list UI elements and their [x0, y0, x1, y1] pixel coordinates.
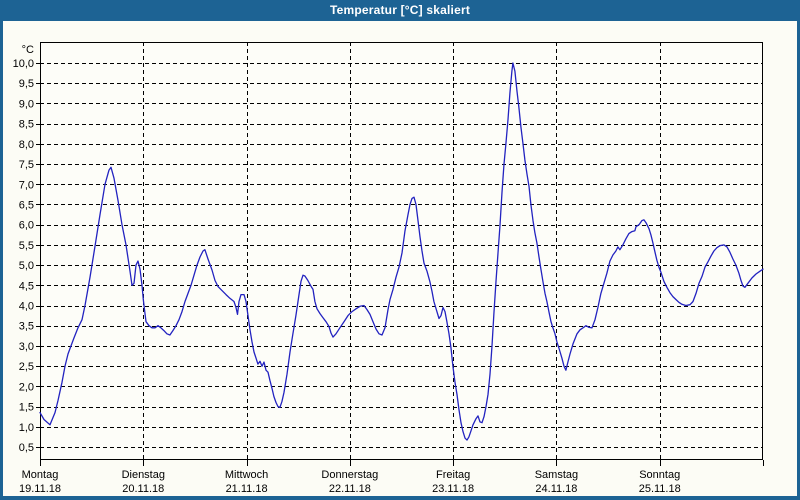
y-tick-label: 2,0 [19, 381, 34, 393]
chart-title: Temperatur [°C] skaliert [329, 3, 471, 17]
y-tick-label: 1,5 [19, 402, 34, 414]
y-tick-label: 6,0 [19, 220, 34, 232]
y-tick-label: 2,5 [19, 361, 34, 373]
y-tick-label: 0,5 [19, 442, 34, 454]
y-tick-label: 7,0 [19, 179, 34, 191]
y-tick-label: 7,5 [19, 159, 34, 171]
x-date-label: 24.11.18 [535, 483, 577, 495]
x-date-label: 19.11.18 [19, 483, 61, 495]
plot-area [40, 42, 763, 460]
y-tick-label: 5,0 [19, 260, 34, 272]
temperature-line [39, 62, 764, 441]
x-day-label: Mittwoch [225, 469, 268, 481]
y-tick-label: 4,0 [19, 301, 34, 313]
y-tick-label: 3,0 [19, 341, 34, 353]
y-tick-label: 1,0 [19, 422, 34, 434]
y-tick-label: 6,5 [19, 199, 34, 211]
x-day-label: Samstag [535, 469, 578, 481]
y-tick-label: 8,5 [19, 119, 34, 131]
y-tick-label: 3,5 [19, 321, 34, 333]
x-day-label: Montag [22, 469, 59, 481]
x-date-label: 23.11.18 [432, 483, 474, 495]
x-day-label: Freitag [436, 469, 470, 481]
x-day-label: Sonntag [639, 469, 680, 481]
y-tick-label: 9,5 [19, 78, 34, 90]
y-tick-label: 4,5 [19, 280, 34, 292]
y-tick-label: 10,0 [13, 58, 34, 70]
plot-frame [40, 42, 763, 460]
title-bar: Temperatur [°C] skaliert [0, 0, 800, 21]
x-date-label: 22.11.18 [329, 483, 371, 495]
y-tick-label: 9,0 [19, 98, 34, 110]
y-tick-label: 8,0 [19, 139, 34, 151]
y-axis-unit-label: °C [22, 44, 34, 56]
y-tick-label: 5,5 [19, 240, 34, 252]
x-day-label: Donnerstag [321, 469, 378, 481]
x-date-label: 20.11.18 [122, 483, 164, 495]
x-day-label: Dienstag [122, 469, 165, 481]
x-date-label: 21.11.18 [226, 483, 268, 495]
x-date-label: 25.11.18 [639, 483, 681, 495]
